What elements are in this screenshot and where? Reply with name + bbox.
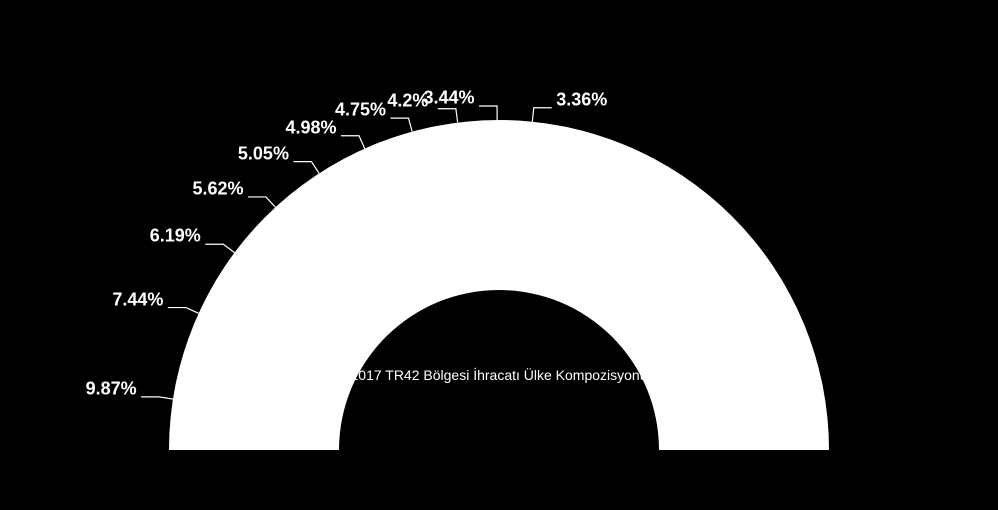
leader-line bbox=[248, 197, 275, 207]
leader-line bbox=[479, 106, 497, 120]
donut-svg bbox=[0, 0, 998, 510]
leader-line bbox=[341, 136, 365, 149]
leader-line bbox=[293, 162, 319, 174]
leader-line bbox=[532, 108, 551, 122]
half-donut-chart: 9.87%7.44%6.19%5.62%5.05%4.98%4.75%4.2%3… bbox=[0, 0, 998, 510]
leader-line bbox=[438, 109, 458, 123]
donut-ring bbox=[169, 120, 829, 450]
leader-line bbox=[390, 118, 412, 132]
leader-line bbox=[141, 397, 173, 399]
leader-line bbox=[168, 308, 199, 314]
leader-line bbox=[205, 244, 234, 252]
